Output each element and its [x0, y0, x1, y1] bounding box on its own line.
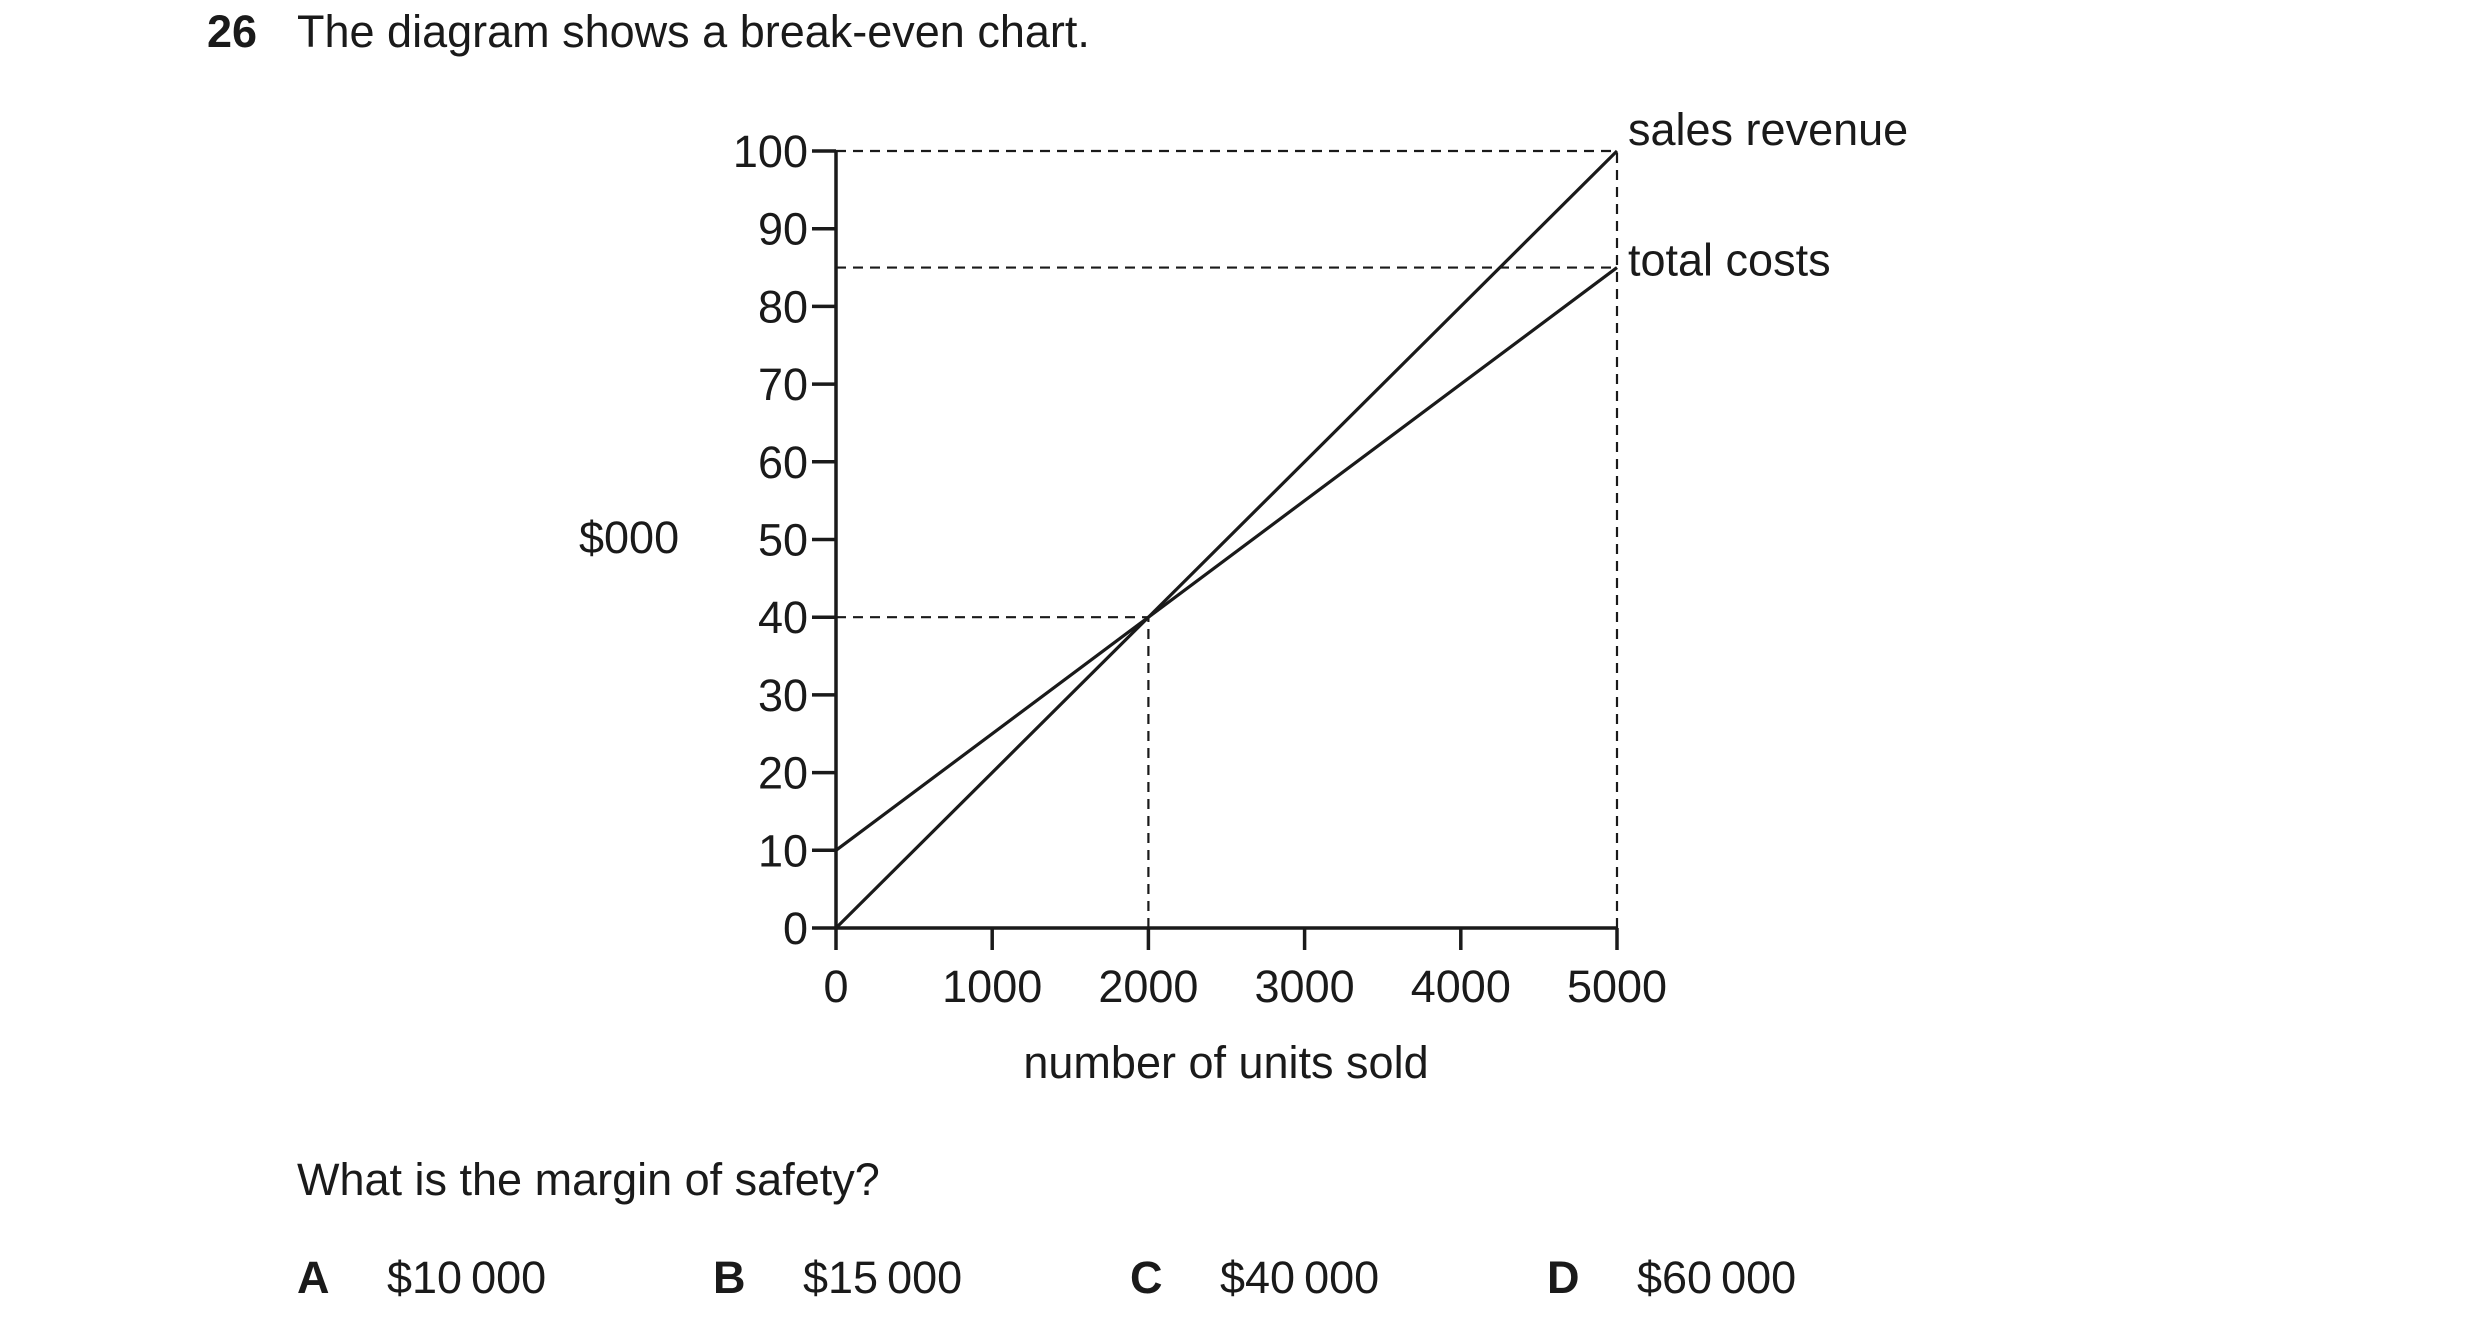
- option-value: $15 000: [803, 1252, 963, 1303]
- question-prompt: What is the margin of safety?: [297, 1154, 880, 1205]
- y-tick-label: 10: [758, 825, 808, 876]
- x-tick-label: 2000: [1098, 961, 1198, 1012]
- y-tick-label: 80: [758, 281, 808, 332]
- x-tick-label: 3000: [1255, 961, 1355, 1012]
- total-costs-line: [835, 266, 1618, 852]
- option-value: $60 000: [1637, 1252, 1797, 1303]
- option-b[interactable]: B $15 000: [713, 1250, 962, 1306]
- x-axis-label: number of units sold: [1023, 1037, 1428, 1088]
- total-costs-label: total costs: [1628, 235, 1831, 286]
- x-tick-label: 1000: [942, 961, 1042, 1012]
- series-lines: sales revenue total costs: [834, 104, 1908, 930]
- x-tick-label: 0: [823, 961, 848, 1012]
- y-tick-label: 0: [783, 903, 808, 954]
- y-tick-label: 50: [758, 515, 808, 566]
- x-tick-label: 5000: [1567, 961, 1667, 1012]
- option-letter: D: [1547, 1252, 1580, 1303]
- y-tick-label: 20: [758, 748, 808, 799]
- option-letter: C: [1130, 1252, 1163, 1303]
- y-tick-label: 100: [733, 126, 808, 177]
- x-axis-ticks: 0 1000 2000 3000 4000 5000: [823, 928, 1667, 1012]
- y-tick-label: 40: [758, 592, 808, 643]
- question-stem: The diagram shows a break-even chart.: [297, 6, 1090, 57]
- option-letter: B: [713, 1252, 746, 1303]
- sales-revenue-label: sales revenue: [1628, 104, 1908, 155]
- y-tick-label: 30: [758, 670, 808, 721]
- option-d[interactable]: D $60 000: [1547, 1250, 1796, 1306]
- option-c[interactable]: C $40 000: [1130, 1250, 1379, 1306]
- option-a[interactable]: A $10 000: [297, 1250, 546, 1306]
- guide-lines: [836, 149, 1619, 928]
- sales-revenue-line: [834, 149, 1619, 930]
- y-axis-ticks: 0 10 20 30 40 50 60 70 80 90 100: [733, 126, 836, 954]
- question-number: 26: [207, 6, 258, 57]
- option-value: $10 000: [387, 1252, 547, 1303]
- x-tick-label: 4000: [1411, 961, 1511, 1012]
- y-axis-label: $000: [579, 512, 679, 563]
- option-letter: A: [297, 1252, 330, 1303]
- option-value: $40 000: [1220, 1252, 1380, 1303]
- y-tick-label: 70: [758, 359, 808, 410]
- y-tick-label: 60: [758, 437, 808, 488]
- y-tick-label: 90: [758, 204, 808, 255]
- break-even-chart: 0 10 20 30 40 50 60 70 80 90 100 0 1000 2000 3000 4000…: [579, 104, 1908, 1088]
